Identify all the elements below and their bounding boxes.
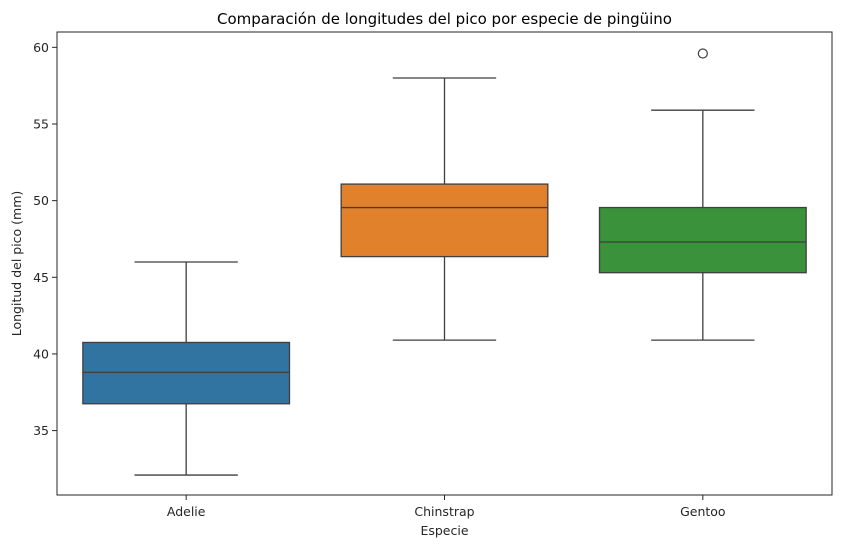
y-axis-label: Longitud del pico (mm) [9,191,24,337]
y-tick-label: 50 [33,193,49,208]
x-tick-label: Gentoo [680,504,726,519]
y-axis: 35 40 45 50 55 60 [33,40,57,438]
x-axis-label: Especie [420,523,468,538]
plot-area [82,48,807,476]
box-adelie [82,261,291,476]
box-gentoo [598,48,807,341]
outlier-point [697,48,708,59]
chart-title: Comparación de longitudes del pico por e… [217,10,672,28]
y-tick-label: 60 [33,40,49,55]
box-chinstrap [340,77,549,341]
iqr-box [340,183,549,258]
iqr-box [82,341,291,405]
x-tick-label: Adelie [167,504,206,519]
iqr-box [598,206,807,274]
x-tick-label: Chinstrap [414,504,474,519]
y-tick-label: 35 [33,423,49,438]
y-tick-label: 40 [33,346,49,361]
plot-frame [56,31,833,496]
y-tick-label: 55 [33,116,49,131]
x-axis: Adelie Chinstrap Gentoo [167,495,726,519]
y-tick-label: 45 [33,270,49,285]
